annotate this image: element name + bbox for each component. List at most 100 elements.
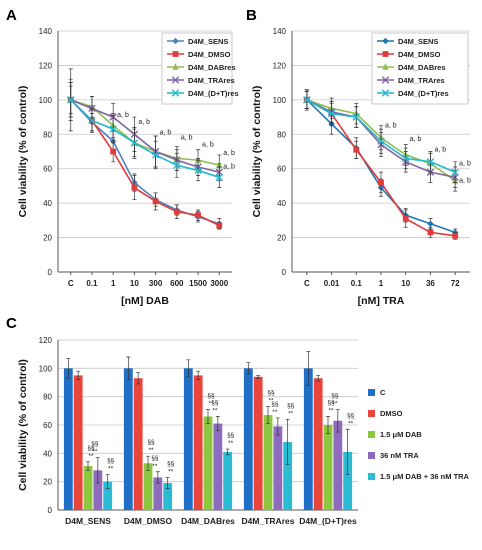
- legend-label: D4M_DABres: [398, 63, 446, 72]
- significance-mark: **: [348, 420, 354, 427]
- error-bar: [266, 406, 270, 424]
- legend-item: DMSO: [368, 409, 403, 418]
- panel-c: 0 20 40 60 80 100 120 Cell viability (% of cont…: [17, 336, 470, 526]
- y-tick-label: 60: [277, 165, 286, 174]
- legend-item: D4M_SENS: [167, 37, 228, 46]
- significance-mark: **: [272, 409, 278, 416]
- legend: D4M_SENS D4M_DMSO D4M_DABres D4M_TRAres D4M_…: [371, 32, 469, 105]
- annotation: a, b: [459, 177, 471, 184]
- significance-mark: **: [228, 440, 234, 447]
- bar: [313, 378, 323, 510]
- legend-item: D4M_DMSO: [377, 50, 441, 59]
- legend-label: D4M_DMSO: [398, 50, 441, 59]
- data-point: [173, 161, 181, 169]
- x-axis-label: [nM] TRA: [358, 295, 405, 307]
- bar: [303, 368, 313, 510]
- x-tick-label: C: [68, 279, 74, 288]
- error-bar: [146, 455, 150, 471]
- y-tick-label: 100: [39, 364, 53, 373]
- x-tick-label: 1500: [189, 279, 207, 288]
- data-point: [216, 222, 223, 229]
- y-tick-label: 100: [39, 96, 53, 105]
- y-tick-label: 80: [43, 393, 52, 402]
- legend-item: 36 nM TRA: [368, 451, 419, 460]
- legend-label: D4M_(D+T)res: [398, 89, 449, 98]
- bar: [193, 375, 203, 510]
- legend: C DMSO 1.5 μM DAB 36 nM TRA 1.5 μM DAB + 36 …: [368, 388, 470, 481]
- y-tick-label: 40: [43, 199, 52, 208]
- error-bar: [246, 362, 251, 375]
- significance-mark: §§: [287, 402, 295, 409]
- error-bar: [126, 356, 131, 381]
- legend-marker: [171, 76, 180, 84]
- significance-mark: §§: [267, 390, 275, 397]
- legend-marker: [381, 76, 390, 84]
- legend-marker: [172, 63, 179, 70]
- significance-mark: §§: [87, 445, 95, 452]
- y-tick-label: 120: [39, 336, 53, 345]
- data-point: [131, 184, 138, 191]
- x-tick-label: 0.1: [86, 279, 98, 288]
- panel-label-c: C: [6, 315, 17, 332]
- significance-mark: §§: [147, 439, 155, 446]
- legend-item: D4M_DMSO: [167, 50, 231, 59]
- legend-item: D4M_DABres: [167, 63, 236, 72]
- legend-label: 36 nM TRA: [380, 451, 419, 460]
- x-tick-label: D4M_(D+T)res: [299, 516, 357, 526]
- data-point: [402, 154, 410, 163]
- x-tick-label: 10: [130, 279, 139, 288]
- data-point: [327, 109, 336, 118]
- x-tick-label: 36: [426, 279, 435, 288]
- error-bar: [165, 477, 170, 490]
- data-point: [152, 198, 159, 205]
- error-bar: [136, 372, 141, 385]
- significance-mark: **: [108, 466, 114, 473]
- x-tick-label: 3000: [210, 279, 228, 288]
- error-bar: [306, 350, 311, 386]
- bar: [73, 375, 83, 510]
- significance-mark: §§: [207, 392, 215, 399]
- legend-item: D4M_TRAres: [167, 76, 235, 85]
- legend-label: D4M_DABres: [188, 63, 236, 72]
- bar: [333, 420, 343, 510]
- x-tick-label: 1: [379, 279, 384, 288]
- y-tick-label: 20: [277, 234, 286, 243]
- x-tick-label: 1: [111, 279, 116, 288]
- legend-swatch: [368, 473, 375, 480]
- legend-marker: [171, 89, 180, 97]
- annotation: a, b: [434, 147, 446, 154]
- y-axis-label: Cell viability (% of control): [17, 359, 29, 491]
- error-bar: [326, 416, 330, 434]
- legend-label: C: [380, 388, 386, 397]
- annotation: a, b: [223, 164, 235, 171]
- error-bar: [275, 417, 280, 436]
- x-tick-label: 0.01: [324, 279, 340, 288]
- y-tick-label: 80: [277, 130, 286, 139]
- error-bar: [155, 471, 160, 484]
- bar: [143, 463, 153, 510]
- legend-item: 1.5 μM DAB + 36 nM TRA: [368, 472, 470, 481]
- legend-item: D4M_(D+T)res: [377, 89, 449, 98]
- annotation: a, b: [160, 129, 172, 136]
- legend-label: 1.5 μM DAB + 36 nM TRA: [380, 472, 470, 481]
- data-point: [378, 179, 384, 186]
- x-tick-label: 0.1: [351, 279, 363, 288]
- significance-mark: **: [332, 400, 338, 407]
- y-tick-label: 60: [43, 165, 52, 174]
- y-tick-label: 80: [43, 130, 52, 139]
- bar: [83, 466, 93, 510]
- series-line: [306, 99, 456, 237]
- y-tick-label: 40: [277, 199, 286, 208]
- legend-swatch: [368, 389, 375, 396]
- y-axis-label: Cell viability (% of control): [251, 86, 263, 218]
- error-bar: [316, 375, 321, 382]
- significance-mark: **: [148, 447, 154, 454]
- legend-marker: [172, 51, 179, 57]
- y-tick-label: 100: [273, 96, 287, 105]
- legend-label: D4M_DMSO: [188, 50, 231, 59]
- significance-mark: §§: [347, 412, 355, 419]
- panel-label-b: B: [246, 7, 257, 24]
- x-tick-label: D4M_TRAres: [242, 516, 295, 526]
- legend-marker: [172, 37, 179, 45]
